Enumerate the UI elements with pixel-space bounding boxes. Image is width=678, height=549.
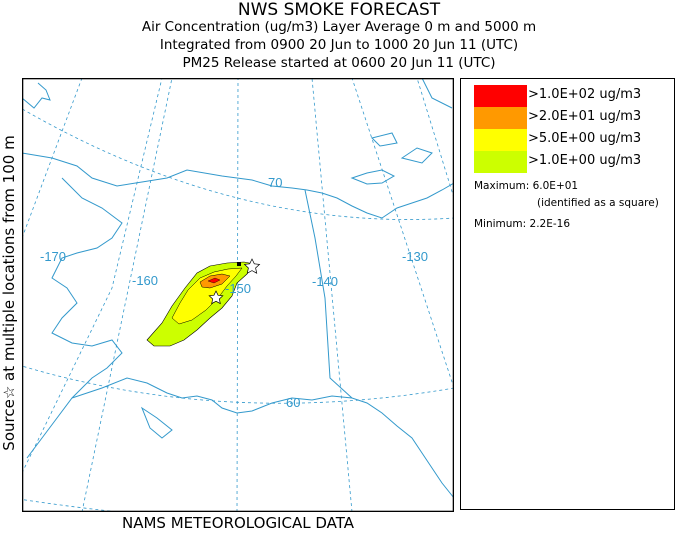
longitude-line-160 [81, 78, 173, 512]
legend-swatch-5 [474, 129, 527, 151]
legend-entry-100: >1.0E+02 ug/m3 [474, 85, 664, 107]
legend-entry-5: >5.0E+00 ug/m3 [474, 129, 664, 151]
longitude-line-130 [351, 78, 454, 389]
source-star-2 [208, 290, 224, 305]
alaska-north-coast [22, 152, 308, 191]
legend-maximum: Maximum: 6.0E+01 [474, 180, 579, 192]
alaska-border [304, 189, 353, 399]
legend-swatch-1 [474, 151, 527, 173]
lon-label-130: -130 [402, 249, 428, 264]
coastline [22, 78, 454, 499]
concentration-description: Air Concentration (ug/m3) Layer Average … [141, 19, 537, 35]
legend-swatch-20 [474, 107, 527, 129]
legend-swatch-100 [474, 85, 527, 107]
maximum-square [237, 262, 241, 266]
source-star-1 [243, 258, 261, 274]
alaska-south-coast [71, 377, 454, 499]
contour-100-ug [207, 277, 221, 284]
canadian-islands [350, 132, 433, 185]
integration-period: Integrated from 0900 20 Jun to 1000 20 J… [159, 37, 519, 53]
greenland-coast [421, 78, 453, 109]
map-panel: 70 60 -170 -160 -150 -140 -130 [22, 78, 454, 512]
longitude-line-150 [236, 78, 239, 512]
lon-label-150: -150 [225, 281, 251, 296]
source-info-label: Source☆ at multiple locations from 100 m [0, 135, 18, 451]
kodiak-coast [140, 406, 173, 439]
lon-label-160: -160 [132, 273, 158, 288]
lat-label-60: 60 [286, 395, 300, 410]
legend-label-100: >1.0E+02 ug/m3 [528, 87, 642, 102]
map-title: NWS SMOKE FORECAST [237, 0, 441, 20]
canada-arctic-coast [306, 182, 454, 219]
contour-5-ug [171, 267, 243, 325]
release-info: PM25 Release started at 0600 20 Jun 11 (… [182, 55, 496, 71]
latitude-line-70 [22, 108, 454, 220]
source-markers [208, 258, 261, 305]
legend-entry-1: >1.0E+00 ug/m3 [474, 151, 664, 173]
graticule [22, 78, 454, 512]
smoke-plume [146, 261, 255, 347]
legend-minimum: Minimum: 2.2E-16 [474, 218, 571, 230]
lon-label-170: -170 [40, 249, 66, 264]
longitude-line-170b [22, 78, 163, 474]
map-border [22, 78, 454, 512]
legend-label-5: >5.0E+00 ug/m3 [528, 131, 642, 146]
legend-panel: >1.0E+02 ug/m3 >2.0E+01 ug/m3 >5.0E+00 u… [460, 78, 675, 510]
longitude-line-120 [416, 78, 454, 199]
legend-entry-20: >2.0E+01 ug/m3 [474, 107, 664, 129]
longitude-line-140 [311, 78, 353, 512]
lat-label-70: 70 [268, 175, 282, 190]
latitude-line-50 [22, 499, 124, 512]
lon-label-140: -140 [312, 274, 338, 289]
alaska-west-coast [26, 177, 123, 459]
legend-label-20: >2.0E+01 ug/m3 [528, 109, 642, 124]
legend-label-1: >1.0E+00 ug/m3 [528, 153, 642, 168]
meteorological-data-label: NAMS METEOROLOGICAL DATA [122, 514, 354, 532]
siberia-coast [22, 82, 51, 109]
legend-maximum-note: (identified as a square) [537, 197, 659, 209]
